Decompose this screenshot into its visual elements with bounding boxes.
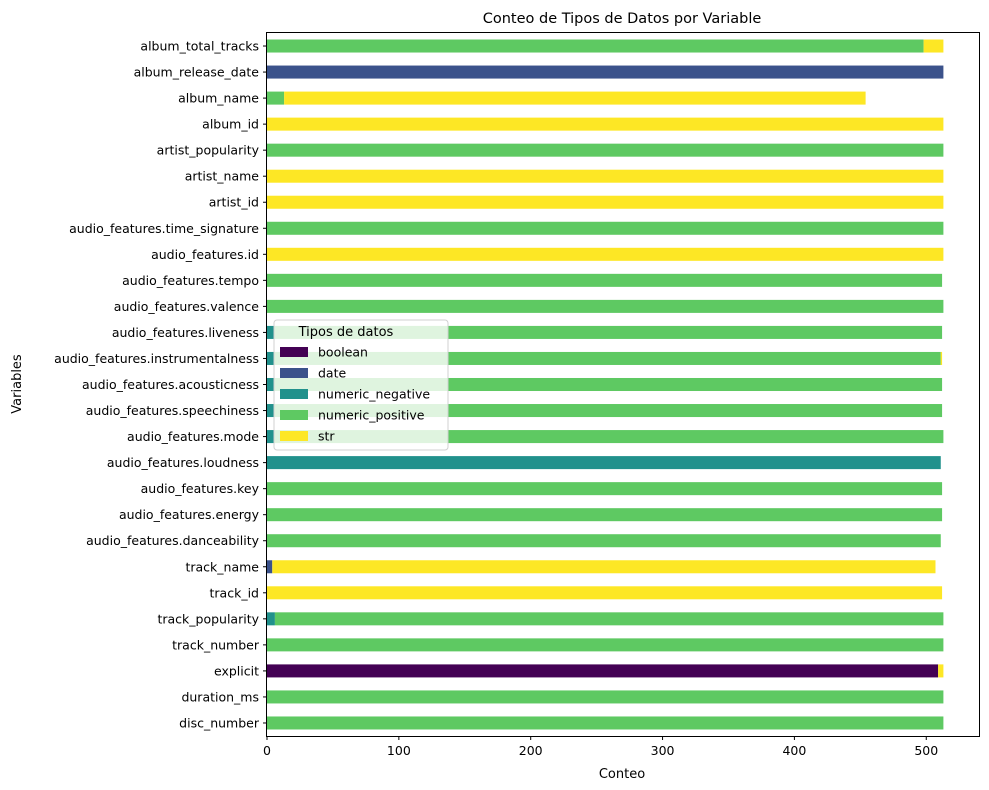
- y-tick-label: audio_features.danceability: [86, 533, 259, 548]
- bar-segment-numeric_positive: [267, 638, 944, 652]
- x-axis-ticks: 0 100 200 300 400 500: [263, 736, 938, 758]
- x-tick-label: 400: [782, 743, 806, 758]
- y-tick-label: audio_features.acousticness: [82, 377, 259, 392]
- x-tick-label: 100: [387, 743, 411, 758]
- legend-label-boolean: boolean: [318, 345, 368, 360]
- y-tick-label: audio_features.tempo: [122, 273, 259, 288]
- bar-segment-numeric_negative: [267, 430, 274, 444]
- y-tick-label: track_id: [210, 585, 259, 600]
- x-tick-label: 0: [263, 743, 271, 758]
- legend-box: [273, 319, 449, 451]
- bar-segment-numeric_negative: [267, 404, 274, 418]
- bar-segment-numeric_positive: [267, 273, 943, 287]
- y-axis-label: Variables: [10, 354, 25, 414]
- bar-segment-numeric_positive: [267, 39, 924, 53]
- bar-segment-str: [938, 664, 944, 678]
- bar-segment-numeric_positive: [267, 482, 943, 496]
- bar-segment-numeric_positive: [267, 534, 941, 548]
- legend-title: Tipos de datos: [298, 325, 394, 340]
- bar-segment-str: [272, 560, 936, 574]
- bar-segment-numeric_negative: [267, 351, 274, 365]
- bar-segment-numeric_negative: [267, 612, 275, 626]
- y-tick-label: artist_id: [209, 195, 259, 210]
- chart-title: Conteo de Tipos de Datos por Variable: [483, 11, 762, 27]
- bar-segment-numeric_negative: [267, 377, 274, 392]
- y-tick-label: artist_popularity: [157, 143, 260, 158]
- y-tick-label: album_release_date: [134, 65, 260, 80]
- y-tick-label: album_total_tracks: [140, 39, 259, 54]
- bar-segment-numeric_positive: [267, 690, 944, 704]
- x-tick-label: 300: [651, 743, 675, 758]
- y-tick-label: track_name: [185, 559, 259, 574]
- legend-swatch-numeric_positive: [280, 410, 308, 420]
- bar-segment-numeric_positive: [274, 612, 944, 626]
- y-tick-label: album_name: [178, 91, 259, 106]
- y-tick-label: audio_features.loudness: [107, 455, 259, 470]
- y-tick-label: audio_features.energy: [119, 507, 260, 522]
- legend-label-date: date: [318, 366, 346, 381]
- bar-segment-numeric_positive: [267, 221, 944, 235]
- y-tick-label: track_number: [172, 637, 260, 652]
- y-tick-label: album_id: [202, 117, 259, 132]
- y-tick-label: audio_features.valence: [114, 299, 260, 314]
- bar-segment-str: [940, 351, 943, 365]
- legend: Tipos de datos boolean date numeric_negati…: [273, 319, 449, 451]
- bar-segment-boolean: [267, 664, 939, 678]
- y-tick-label: artist_name: [185, 169, 260, 184]
- y-tick-label: duration_ms: [181, 689, 259, 704]
- bar-segment-numeric_positive: [267, 299, 944, 313]
- y-tick-label: audio_features.liveness: [112, 325, 259, 340]
- y-tick-label: audio_features.key: [141, 481, 260, 496]
- y-axis-ticks: disc_number duration_ms explicit track_numb…: [54, 39, 267, 730]
- bar-segment-str: [923, 39, 944, 53]
- bar-segment-date: [267, 560, 273, 574]
- bar-segment-str: [267, 117, 944, 131]
- legend-label-numeric_negative: numeric_negative: [318, 387, 430, 402]
- bar-segment-str: [267, 169, 944, 183]
- bar-segment-numeric_negative: [267, 325, 274, 339]
- x-tick-label: 200: [519, 743, 543, 758]
- y-tick-label: audio_features.instrumentalness: [54, 351, 259, 366]
- bar-segment-numeric_positive: [267, 91, 285, 105]
- legend-swatch-boolean: [280, 347, 308, 357]
- y-tick-label: explicit: [214, 663, 259, 678]
- y-tick-label: audio_features.time_signature: [69, 221, 259, 236]
- x-tick-label: 500: [914, 743, 938, 758]
- y-tick-label: disc_number: [179, 715, 260, 730]
- bar-segment-numeric_negative: [267, 456, 941, 470]
- y-tick-label: track_popularity: [157, 611, 259, 626]
- bar-segment-numeric_positive: [267, 508, 943, 522]
- bar-segment-numeric_positive: [267, 143, 944, 157]
- bar-segment-str: [284, 91, 866, 105]
- y-tick-label: audio_features.id: [151, 247, 259, 262]
- y-tick-label: audio_features.mode: [127, 429, 259, 444]
- bar-segment-str: [267, 247, 944, 261]
- bar-segment-str: [267, 195, 944, 209]
- legend-swatch-str: [280, 431, 308, 441]
- bar-segment-date: [267, 65, 944, 79]
- plot-frame: [266, 32, 980, 737]
- legend-label-str: str: [318, 429, 335, 444]
- x-axis-label: Conteo: [599, 767, 645, 782]
- legend-swatch-numeric_negative: [280, 389, 308, 399]
- bar-segment-str: [267, 586, 943, 600]
- bar-segment-numeric_positive: [267, 716, 944, 730]
- y-tick-label: audio_features.speechiness: [86, 403, 259, 418]
- legend-label-numeric_positive: numeric_positive: [318, 408, 425, 423]
- legend-swatch-date: [280, 368, 308, 378]
